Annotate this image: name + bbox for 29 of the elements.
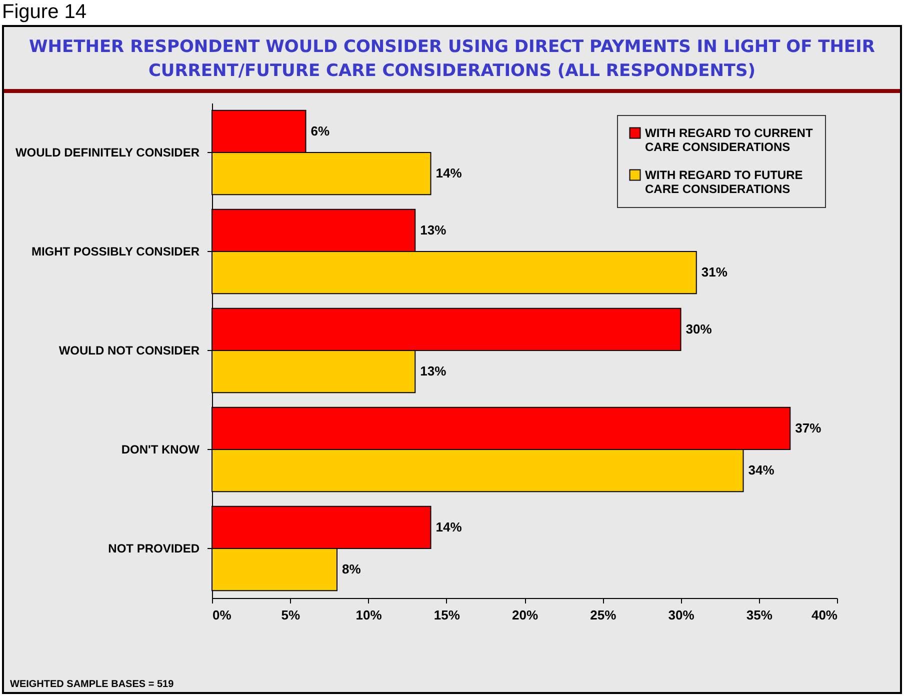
data-label: 13%: [420, 222, 447, 238]
x-tick-label: 20%: [512, 608, 538, 622]
data-label: 13%: [420, 364, 447, 379]
caption: Figure 14: [1, 0, 88, 24]
x-tick-label: 5%: [281, 608, 300, 622]
data-label: 31%: [701, 264, 728, 280]
x-tick-label: 30%: [668, 608, 695, 622]
x-tick-label: 25%: [590, 608, 617, 622]
x-tick-label: 15%: [434, 608, 460, 622]
y-tick-label: WOULD DEFINITELY CONSIDER: [15, 146, 200, 160]
data-label: 34%: [748, 462, 775, 478]
chart-title: WHETHER RESPONDENT WOULD CONSIDER USING DIRECT PAYMENTS IN LIGHT OF THEIR CURRENT/FUTURE CARE CONSIDERATIONS (ALL RESPONDENTS): [4, 27, 900, 93]
data-label: 6%: [310, 123, 330, 138]
y-tick-label: NOT PROVIDED: [108, 542, 200, 556]
data-label: 8%: [342, 562, 362, 577]
data-label: 30%: [686, 321, 712, 336]
data-label: 14%: [436, 519, 462, 534]
text: WEIGHTED SAMPLE BASES = 519: [10, 679, 174, 690]
legend-label: WITH REGARD TO CURRENT CARE CONSIDERATIONS: [645, 126, 814, 154]
data-label: 37%: [795, 420, 822, 436]
y-tick-label: MIGHT POSSIBLY CONSIDER: [31, 244, 200, 258]
x-tick-label: 0%: [212, 608, 232, 622]
y-tick-label: WOULD NOT CONSIDER: [58, 344, 200, 358]
data-label: 14%: [436, 166, 462, 181]
x-tick-label: 35%: [746, 608, 773, 622]
x-tick-label: 10%: [356, 608, 382, 622]
legend-label: WITH REGARD TO FUTURE CARE CONSIDERATIONS: [645, 168, 803, 196]
x-tick-label: 40%: [811, 608, 838, 622]
y-tick-label: DON'T KNOW: [121, 442, 200, 456]
